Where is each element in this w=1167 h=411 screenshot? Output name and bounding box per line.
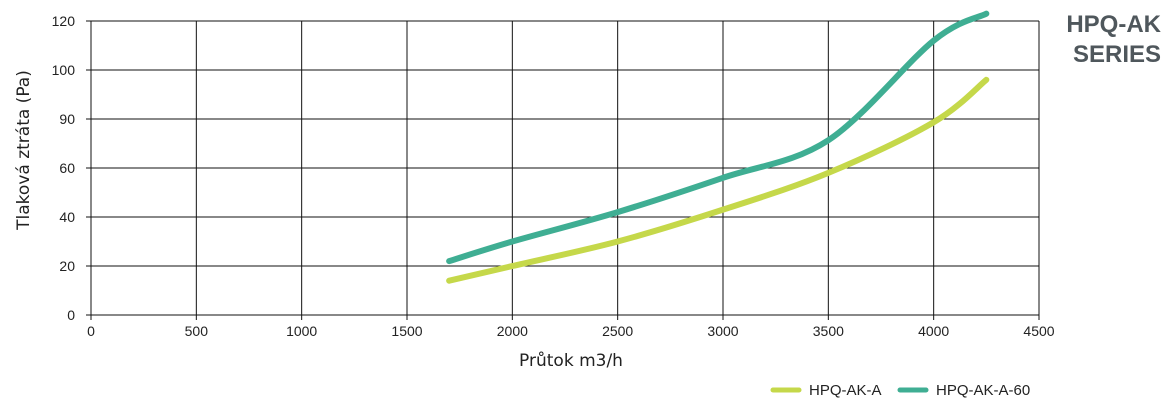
- x-axis-label: Průtok m3/h: [519, 351, 623, 371]
- x-tick-label: 1500: [391, 323, 422, 339]
- y-tick-label: 90: [59, 111, 75, 127]
- series-line: [446, 10, 990, 265]
- chart-tick-labels: 0 500 1000 1500 2000 2500 3000 3500 4000 4500 0 20 4…: [52, 13, 1055, 339]
- series-badge-line1: HPQ-AK: [1066, 11, 1161, 38]
- legend-label: HPQ-AK-A: [809, 382, 882, 399]
- chart-legend: HPQ-AK-A HPQ-AK-A-60: [770, 382, 1030, 399]
- x-tick-label: 4500: [1023, 323, 1054, 339]
- chart-grid: [86, 20, 1040, 320]
- legend-label: HPQ-AK-A-60: [936, 382, 1030, 399]
- chart-series: [446, 10, 990, 284]
- y-tick-label: 120: [52, 13, 76, 29]
- y-tick-label: 0: [67, 307, 75, 323]
- x-tick-label: 3500: [813, 323, 844, 339]
- y-tick-label: 40: [59, 209, 75, 225]
- y-tick-label: 60: [59, 160, 75, 176]
- y-tick-label: 100: [52, 62, 76, 78]
- x-tick-label: 3000: [707, 323, 738, 339]
- y-tick-label: 20: [59, 258, 75, 274]
- series-badge: HPQ-AK SERIES: [1021, 10, 1161, 70]
- series-badge-line2: SERIES: [1072, 41, 1161, 68]
- x-tick-label: 500: [185, 323, 209, 339]
- x-tick-label: 4000: [918, 323, 949, 339]
- x-tick-label: 0: [87, 323, 95, 339]
- x-tick-label: 2500: [602, 323, 633, 339]
- x-tick-label: 1000: [286, 323, 317, 339]
- y-axis-label: Tlaková ztráta (Pa): [14, 70, 34, 231]
- series-line: [446, 76, 990, 284]
- x-tick-label: 2000: [497, 323, 528, 339]
